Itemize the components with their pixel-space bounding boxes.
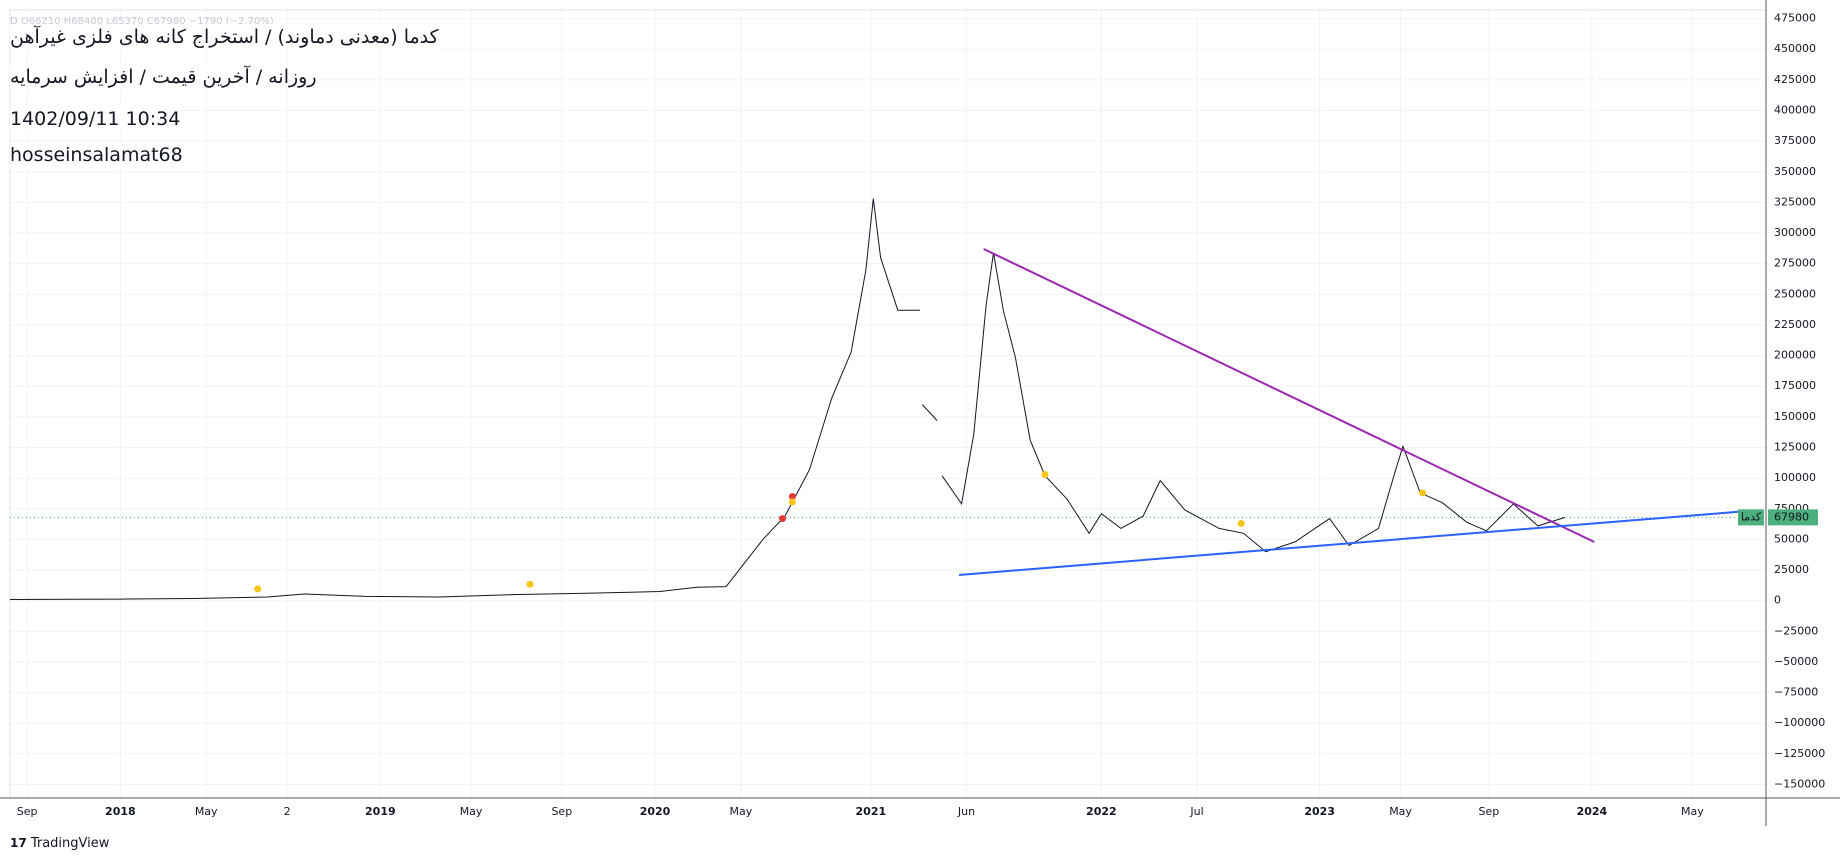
y-tick-label: 425000 (1774, 73, 1816, 86)
signal-marker (779, 515, 787, 523)
x-tick-label: 2020 (640, 805, 671, 818)
x-tick-label: 2024 (1577, 805, 1608, 818)
x-tick-label: Sep (17, 805, 38, 818)
chart-title: کدما (معدنی دماوند) / استخراج کانه های ف… (10, 24, 439, 50)
x-tick-label: May (460, 805, 483, 818)
signal-marker (1237, 519, 1245, 527)
signal-marker (526, 580, 534, 588)
symbol-tag: کدما (1741, 510, 1762, 523)
y-tick-label: −100000 (1774, 716, 1825, 729)
y-tick-label: −75000 (1774, 686, 1818, 699)
y-tick-label: 250000 (1774, 287, 1816, 300)
branding-text: TradingView (30, 836, 110, 851)
y-tick-label: 50000 (1774, 532, 1809, 545)
x-tick-label: May (1681, 805, 1704, 818)
x-tick-label: 2 (284, 805, 291, 818)
price-line (9, 198, 1566, 600)
trendline (983, 248, 1595, 543)
x-tick-label: 2018 (105, 805, 136, 818)
y-tick-label: 150000 (1774, 410, 1816, 423)
x-tick-label: Jul (1189, 805, 1203, 818)
y-tick-label: 125000 (1774, 441, 1816, 454)
y-tick-label: 275000 (1774, 257, 1816, 270)
signal-marker (1041, 470, 1049, 478)
ohlc-text: D O66210 H68400 L65370 C67980 −1790 (−2.… (10, 16, 274, 27)
y-tick-label: −25000 (1774, 624, 1818, 637)
trendline (959, 510, 1742, 576)
y-tick-label: 375000 (1774, 134, 1816, 147)
timestamp: 1402/09/11 10:34 (10, 106, 181, 132)
x-tick-label: Jun (957, 805, 975, 818)
x-tick-label: 2021 (856, 805, 887, 818)
x-tick-label: 2019 (365, 805, 396, 818)
y-tick-label: 450000 (1774, 42, 1816, 55)
branding: 17 TradingView (10, 836, 110, 851)
last-price-box (1768, 509, 1818, 526)
signal-marker (254, 585, 262, 593)
y-tick-label: 400000 (1774, 103, 1816, 116)
y-tick-label: −150000 (1774, 778, 1825, 791)
y-tick-label: 25000 (1774, 563, 1809, 576)
y-tick-label: 225000 (1774, 318, 1816, 331)
y-tick-label: 350000 (1774, 165, 1816, 178)
y-tick-label: −50000 (1774, 655, 1818, 668)
x-tick-label: May (1389, 805, 1412, 818)
chart-subtitle: روزانه / آخرین قیمت / افزایش سرمایه (10, 64, 317, 90)
signal-marker (788, 498, 796, 506)
y-tick-label: 200000 (1774, 349, 1816, 362)
last-price-label: 67980 (1774, 510, 1809, 523)
x-tick-label: May (729, 805, 752, 818)
y-tick-label: −125000 (1774, 747, 1825, 760)
author: hosseinsalamat68 (10, 142, 183, 168)
x-tick-label: 2023 (1304, 805, 1335, 818)
y-tick-label: 100000 (1774, 471, 1816, 484)
x-tick-label: Sep (551, 805, 572, 818)
x-tick-label: Sep (1478, 805, 1499, 818)
signal-marker (1419, 489, 1427, 497)
plot-frame (9, 9, 1767, 799)
x-tick-label: May (195, 805, 218, 818)
y-tick-label: 0 (1774, 594, 1781, 607)
y-tick-label: 475000 (1774, 12, 1816, 25)
y-tick-label: 300000 (1774, 226, 1816, 239)
y-tick-label: 175000 (1774, 379, 1816, 392)
signal-marker (788, 493, 796, 501)
x-tick-label: 2022 (1086, 805, 1117, 818)
y-tick-label: 325000 (1774, 195, 1816, 208)
symbol-tag-bg (1738, 509, 1764, 526)
